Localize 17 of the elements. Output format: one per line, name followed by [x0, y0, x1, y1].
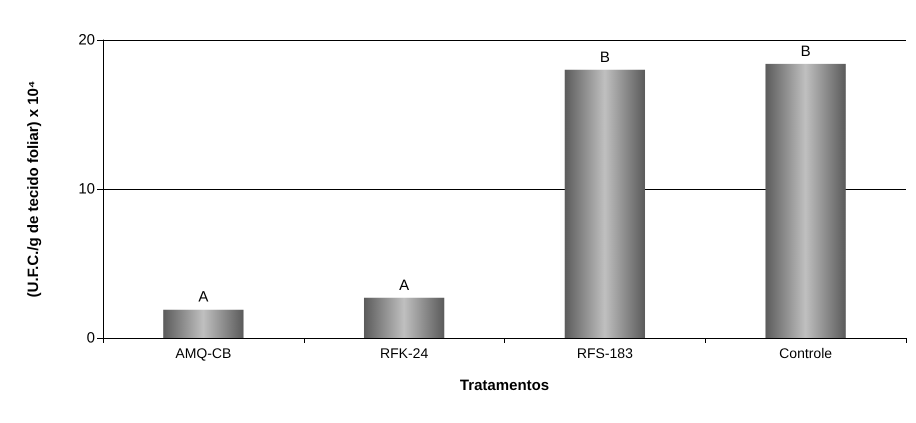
data-label: A	[399, 276, 410, 294]
bar	[163, 310, 244, 338]
bar	[364, 298, 444, 338]
y-tick-label: 10	[78, 180, 95, 198]
y-tick-label: 20	[78, 32, 95, 48]
x-tick-label: RFS-183	[576, 345, 634, 361]
x-tick-label: Controle	[779, 345, 832, 361]
y-tick-label: 0	[86, 330, 95, 346]
data-label: B	[800, 42, 811, 60]
y-axis-title: (U.F.C./g de tecido foliar) x 10⁴	[25, 80, 42, 298]
x-tick-label: RFK-24	[380, 345, 428, 361]
data-label: B	[600, 48, 610, 66]
data-label: A	[198, 288, 208, 306]
bar	[564, 70, 646, 338]
x-axis-title: Tratamentos	[460, 377, 550, 394]
bar	[765, 64, 846, 338]
x-tick-label: AMQ-CB	[175, 345, 232, 361]
